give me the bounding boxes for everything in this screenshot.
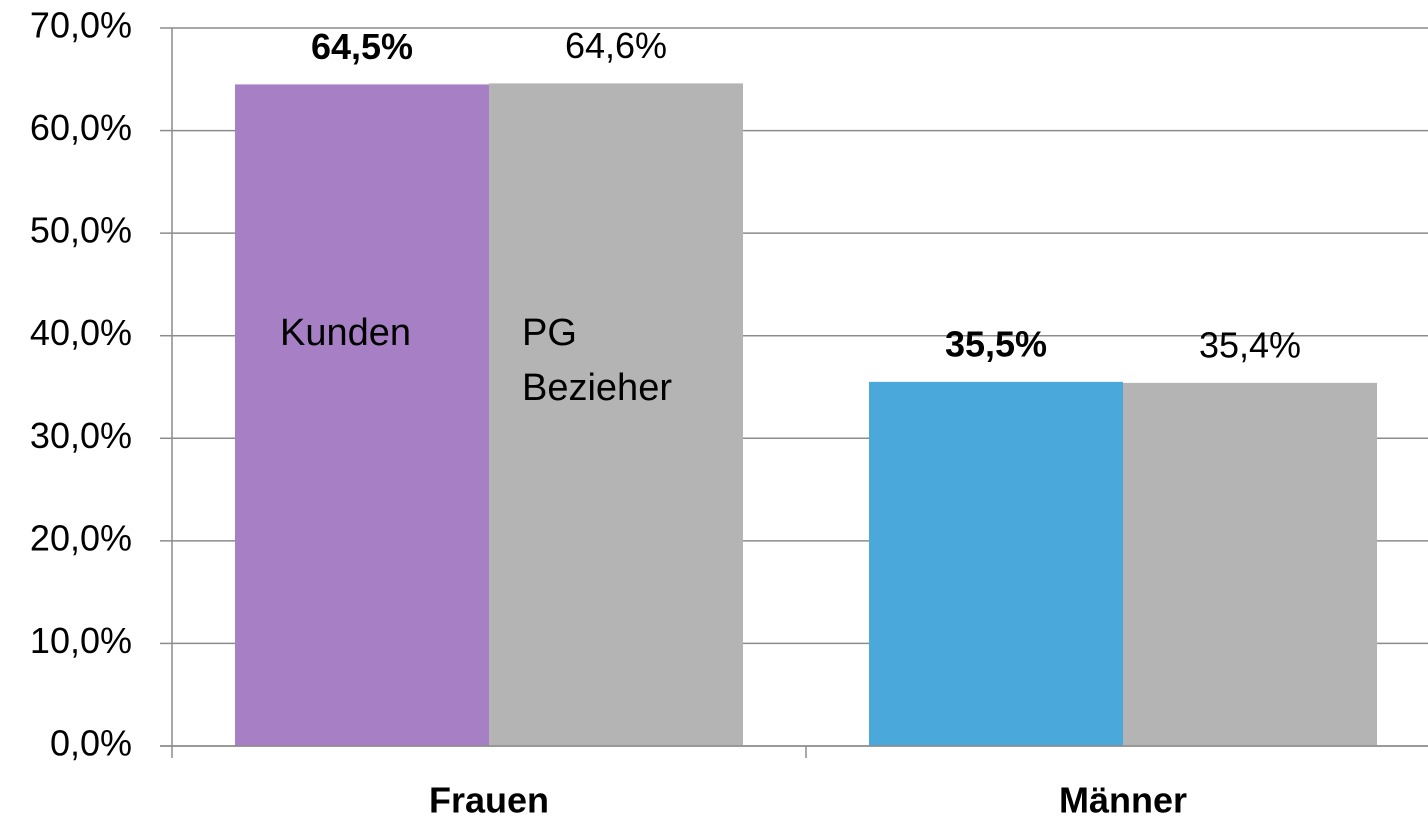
y-tick-label: 0,0%	[50, 723, 132, 764]
y-tick-label: 70,0%	[30, 5, 132, 46]
y-tick-label: 40,0%	[30, 312, 132, 353]
x-tick-label: Frauen	[429, 780, 549, 819]
y-tick-label: 20,0%	[30, 517, 132, 558]
y-tick-label: 10,0%	[30, 620, 132, 661]
bar	[489, 83, 743, 747]
value-label: 64,5%	[311, 26, 413, 67]
value-label: 35,5%	[945, 323, 1047, 364]
x-tick-label: Männer	[1059, 780, 1187, 819]
value-label: 35,4%	[1199, 324, 1301, 365]
bar	[869, 381, 1123, 746]
y-tick-label: 30,0%	[30, 415, 132, 456]
series-label: Kunden	[280, 312, 412, 354]
bar	[235, 84, 489, 746]
y-tick-label: 60,0%	[30, 107, 132, 148]
bar	[1123, 382, 1377, 746]
series-label: PG Bezieher	[522, 312, 672, 409]
value-label: 64,6%	[565, 25, 667, 66]
y-tick-label: 50,0%	[30, 210, 132, 251]
